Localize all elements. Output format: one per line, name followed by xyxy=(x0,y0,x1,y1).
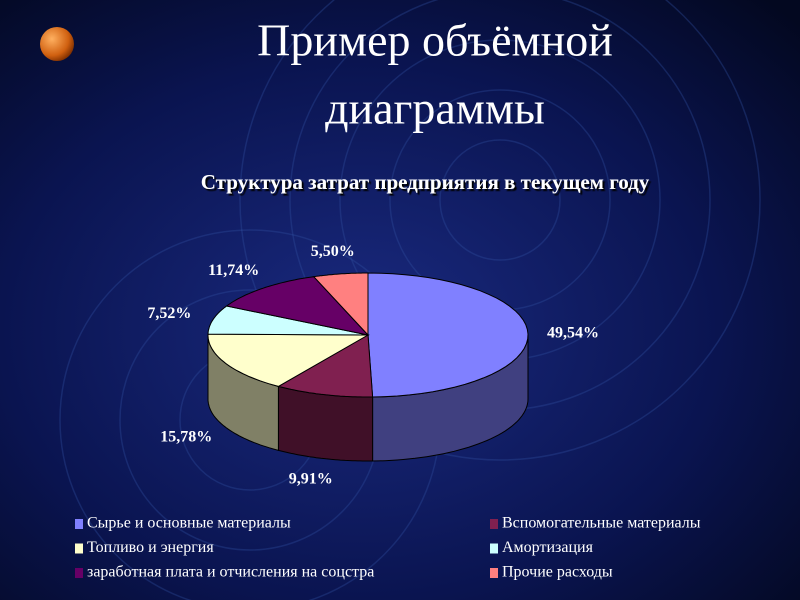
legend-label: Прочие расходы xyxy=(502,564,613,581)
legend-swatch xyxy=(490,519,498,529)
slice xyxy=(277,334,374,398)
value-label: 15,78% xyxy=(160,429,212,446)
slice xyxy=(225,276,370,336)
slice xyxy=(312,272,369,337)
value-label: 5,50% xyxy=(311,243,355,260)
bullet-ball xyxy=(40,27,74,61)
value-label: 7,52% xyxy=(147,305,191,322)
pie: 49,54% 9,91% 15,78% 7,52% 11,74% 5,50% xyxy=(147,243,599,487)
value-label: 9,91% xyxy=(289,470,333,487)
legend-swatch xyxy=(490,568,498,578)
slide-title: диаграммы xyxy=(325,83,545,134)
value-label: 49,54% xyxy=(547,324,599,341)
legend-swatch xyxy=(75,519,83,529)
legend-swatch xyxy=(75,568,83,578)
legend: Сырье и основные материалы Вспомогательны… xyxy=(75,515,701,581)
slice xyxy=(207,305,369,336)
slice xyxy=(207,333,370,387)
chart-title: Структура затрат предприятия в текущем г… xyxy=(201,170,650,194)
legend-swatch xyxy=(75,543,83,554)
legend-label: заработная плата и отчисления на соцстра xyxy=(87,564,374,581)
slice xyxy=(367,272,529,398)
slice-side xyxy=(277,385,374,462)
slide-title: Пример объёмной xyxy=(257,15,613,66)
legend-label: Топливо и энергия xyxy=(87,539,214,556)
legend-label: Амортизация xyxy=(502,539,594,556)
value-label: 11,74% xyxy=(208,262,259,279)
legend-swatch xyxy=(490,543,498,554)
legend-label: Сырье и основные материалы xyxy=(87,515,291,532)
legend-label: Вспомогательные материалы xyxy=(502,515,701,532)
